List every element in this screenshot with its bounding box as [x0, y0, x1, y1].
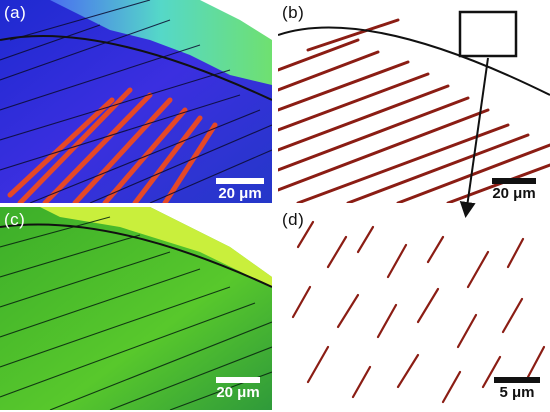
scale-bar-c: 20 μm — [210, 377, 266, 400]
scale-bar-d: 5 μm — [490, 377, 544, 400]
panel-a: (a) 20 μm — [0, 0, 272, 203]
lath-boundary-lines-a — [0, 0, 272, 203]
scale-text-c: 20 μm — [216, 384, 260, 401]
magnified-phase-map-d — [278, 207, 550, 410]
scale-text-d: 5 μm — [499, 384, 535, 401]
kam-map-c — [0, 207, 272, 410]
panel-label-c: (c) — [4, 210, 26, 229]
phase-fragments-d — [291, 220, 546, 404]
panel-label-b: (b) — [282, 3, 305, 22]
panel-label-a: (a) — [4, 3, 27, 22]
scale-text-b: 20 μm — [492, 185, 536, 202]
panel-d: (d) 5 μm — [278, 207, 550, 410]
panel-c: (c) 20 μm — [0, 207, 272, 410]
panel-b: (b) 20 μm — [278, 0, 550, 203]
panel-label-d: (d) — [282, 210, 305, 229]
scale-bar-a: 20 μm — [214, 178, 266, 201]
scale-bar-b: 20 μm — [486, 178, 542, 201]
orientation-map-a — [0, 0, 272, 203]
scale-text-a: 20 μm — [218, 185, 262, 202]
lath-boundary-lines-c — [0, 216, 272, 410]
phase-map-b — [278, 0, 550, 203]
